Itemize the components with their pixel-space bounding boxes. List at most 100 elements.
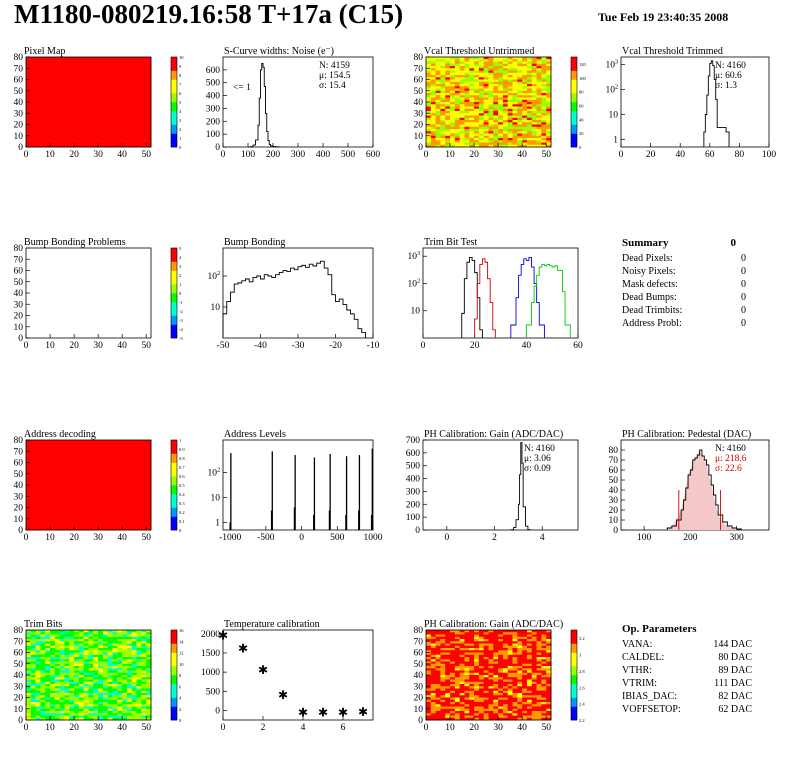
heatmap-cell [136,75,142,78]
heatmap-cell [474,104,480,107]
heatmap-cell [54,446,61,450]
heatmap-cell [122,630,128,633]
heatmap-cell [146,507,152,511]
heatmap-cell [512,133,518,137]
heatmap-cell [531,138,537,141]
heatmap-cell [107,650,113,653]
heatmap-cell [440,86,446,89]
colorbar-tick-label: 0.1 [179,519,185,524]
heatmap-cell [74,516,80,520]
heatmap-cell [59,512,65,515]
heatmap-cell [122,514,128,517]
heatmap-cell [74,652,80,656]
heatmap-cell [83,133,89,137]
heatmap-cell [50,641,56,644]
heatmap-cell [59,113,65,116]
heatmap-cell [536,66,542,69]
heatmap-cell [107,681,113,685]
heatmap-cell [98,444,104,448]
heatmap-cell [35,697,41,701]
heatmap-cell [59,442,65,445]
heatmap-cell [50,72,56,76]
y-tick-label: 80 [14,626,24,636]
heatmap-cell [469,133,475,137]
heatmap-cell [526,106,533,110]
x-tick-label: 20 [69,341,79,351]
heatmap-cell [50,527,56,531]
y-tick-label: 20 [414,121,424,131]
heatmap-cell [98,460,104,463]
heatmap-cell [40,66,46,69]
heatmap-cell [35,66,41,69]
heatmap-cell [426,72,432,76]
heatmap-cell [502,113,509,116]
heatmap-cell [469,99,475,103]
heatmap-cell [146,666,152,669]
heatmap-cell [69,717,75,721]
heatmap-cell [45,467,51,470]
heatmap-cell [64,706,70,710]
heatmap-cell [83,440,89,443]
heatmap-cell [45,697,51,701]
heatmap-cell [464,102,470,105]
heatmap-cell [54,525,61,529]
heatmap-cell [136,496,142,499]
heatmap-cell [59,57,65,60]
heatmap-cell [102,686,109,689]
heatmap-cell [40,68,46,71]
heatmap-cell [83,458,89,461]
heatmap-cell [35,711,41,714]
heatmap-cell [122,715,128,719]
heatmap-cell [112,469,118,472]
heatmap-cell [141,500,147,504]
heatmap-cell [430,675,437,678]
heatmap-cell [126,124,133,128]
heatmap-cell [78,699,85,703]
heatmap-cell [141,507,147,511]
heatmap-cell [98,630,104,633]
heatmap-cell [459,77,465,80]
heatmap-cell [141,102,147,105]
heatmap-cell [502,129,509,132]
heatmap-cell [30,661,37,665]
heatmap-cell [74,99,80,103]
heatmap-cell [131,657,137,660]
heatmap-cell [40,636,46,640]
heatmap-cell [454,81,461,85]
heatmap-cell [131,467,137,470]
heatmap-cell [117,59,123,62]
heatmap-cell [107,462,113,466]
heatmap-cell [136,677,142,680]
heatmap-cell [59,77,65,80]
heatmap-cell [126,86,133,89]
heatmap-cell [69,122,75,125]
heatmap-cell [141,144,147,148]
heatmap-cell [459,142,465,146]
heatmap-cell [50,657,56,660]
heatmap-cell [445,672,451,676]
heatmap-cell [112,702,118,705]
heatmap-cell [40,670,46,674]
heatmap-cell [517,131,523,134]
heatmap-cell [502,115,509,119]
heatmap-cell [78,661,85,665]
y-tick-label: 300 [206,104,221,114]
heatmap-cell [122,129,128,132]
x-tick-label: 30 [93,150,103,160]
heatmap-cell [69,144,75,148]
heatmap-cell [102,70,109,74]
heatmap-cell [122,142,128,146]
heatmap-cell [459,99,465,103]
heatmap-cell [440,668,446,671]
heatmap-cell [126,106,133,110]
heatmap-cell [526,75,533,78]
heatmap-cell [40,639,46,642]
heatmap-cell [98,677,104,680]
heatmap-cell [146,453,152,457]
heatmap-cell [435,120,441,123]
heatmap-cell [40,704,46,707]
heatmap-cell [493,140,499,143]
heatmap-cell [430,697,437,701]
heatmap-cell [117,70,123,74]
heatmap-cell [445,706,451,710]
